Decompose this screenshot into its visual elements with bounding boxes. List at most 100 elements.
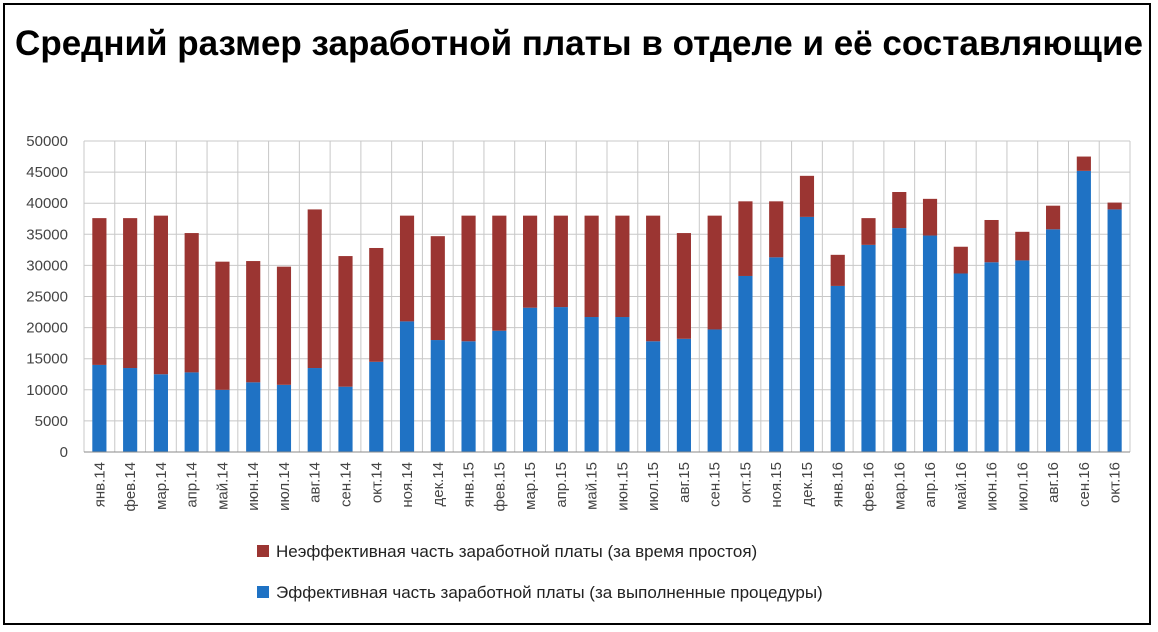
x-tick-label: сен.15 xyxy=(707,462,724,507)
bar-ineffective-окт.15 xyxy=(738,201,753,276)
bar-ineffective-янв.14 xyxy=(92,218,107,365)
bar-effective-янв.14 xyxy=(92,364,107,452)
bar-ineffective-мар.16 xyxy=(892,192,907,229)
x-tick-label: апр.15 xyxy=(553,462,570,508)
bar-ineffective-ноя.14 xyxy=(399,215,415,322)
bar-effective-мар.14 xyxy=(153,374,168,452)
y-tick-label: 40000 xyxy=(26,195,68,212)
x-tick-label: фев.14 xyxy=(122,462,139,512)
bar-ineffective-сен.15 xyxy=(707,215,722,330)
x-tick-label: май.16 xyxy=(953,462,970,510)
legend-swatch xyxy=(257,586,269,598)
bar-ineffective-май.14 xyxy=(215,261,230,390)
x-tick-label: янв.14 xyxy=(91,462,108,507)
bar-effective-окт.14 xyxy=(369,361,384,452)
y-tick-label: 20000 xyxy=(26,320,68,337)
bar-ineffective-июл.15 xyxy=(646,215,661,342)
x-tick-label: апр.16 xyxy=(922,462,939,508)
y-tick-label: 45000 xyxy=(26,164,68,181)
bar-effective-ноя.14 xyxy=(399,321,415,452)
bar-ineffective-сен.14 xyxy=(338,256,353,387)
x-tick-label: июл.14 xyxy=(276,462,293,511)
y-tick-label: 5000 xyxy=(35,413,68,430)
y-axis: 0 5000 10000 15000 20000 25000 30000 35000 40000… xyxy=(26,133,68,461)
bar-ineffective-янв.16 xyxy=(830,254,845,286)
y-tick-label: 35000 xyxy=(26,226,68,243)
legend-label: Эффективная часть заработной платы (за в… xyxy=(276,583,823,602)
x-tick-label: авг.16 xyxy=(1045,462,1062,503)
bar-effective-ноя.15 xyxy=(769,257,784,452)
y-tick-label: 0 xyxy=(60,444,68,461)
bar-ineffective-июн.16 xyxy=(984,219,999,263)
bar-ineffective-апр.16 xyxy=(922,198,938,236)
x-tick-label: ноя.14 xyxy=(399,462,416,508)
bar-ineffective-май.15 xyxy=(584,215,599,318)
bar-effective-мар.15 xyxy=(523,307,538,452)
x-tick-label: авг.15 xyxy=(676,462,693,503)
x-tick-label: окт.14 xyxy=(368,462,385,503)
y-tick-label: 30000 xyxy=(26,257,68,274)
x-tick-label: июн.16 xyxy=(984,462,1001,511)
bar-effective-мар.16 xyxy=(892,228,907,452)
bar-effective-авг.16 xyxy=(1046,229,1061,452)
bar-ineffective-июн.14 xyxy=(246,261,261,383)
bar-ineffective-мар.15 xyxy=(523,215,538,308)
y-tick-label: 10000 xyxy=(26,382,68,399)
x-tick-label: июн.14 xyxy=(245,462,262,511)
bar-ineffective-апр.15 xyxy=(553,215,568,308)
bar-effective-сен.15 xyxy=(707,329,722,452)
x-tick-label: сен.16 xyxy=(1076,462,1093,507)
bar-effective-апр.14 xyxy=(184,372,199,452)
x-tick-label: июл.15 xyxy=(645,462,662,511)
x-tick-label: июн.15 xyxy=(614,462,631,511)
x-tick-label: апр.14 xyxy=(184,462,201,508)
bar-ineffective-фев.15 xyxy=(492,215,507,331)
x-tick-label: мар.14 xyxy=(153,462,170,510)
bar-ineffective-май.16 xyxy=(953,246,968,274)
x-tick-label: дек.14 xyxy=(430,462,447,507)
bar-effective-авг.14 xyxy=(307,368,322,452)
bar-ineffective-окт.16 xyxy=(1107,202,1122,210)
x-tick-label: мар.16 xyxy=(891,462,908,510)
chart-bars xyxy=(92,156,1122,452)
bar-ineffective-мар.14 xyxy=(153,215,168,375)
bar-ineffective-апр.14 xyxy=(184,233,199,373)
x-tick-label: ноя.15 xyxy=(768,462,785,508)
bar-effective-май.14 xyxy=(215,389,230,452)
x-tick-label: июл.16 xyxy=(1014,462,1031,511)
bar-ineffective-сен.16 xyxy=(1076,156,1091,171)
chart-grid xyxy=(83,140,1131,453)
bar-ineffective-фев.16 xyxy=(861,218,876,245)
x-tick-label: фев.15 xyxy=(491,462,508,512)
bar-effective-июл.14 xyxy=(276,384,292,452)
bar-ineffective-янв.15 xyxy=(461,215,476,342)
bar-effective-сен.14 xyxy=(338,386,353,452)
bar-ineffective-авг.14 xyxy=(307,209,322,369)
x-tick-label: дек.15 xyxy=(799,462,816,507)
bar-ineffective-ноя.15 xyxy=(769,201,784,258)
bar-ineffective-авг.15 xyxy=(676,233,691,339)
x-axis: янв.14 фев.14 мар.14 апр.14 май.14 июн.14 июл.… xyxy=(84,451,1130,512)
bar-effective-май.15 xyxy=(584,317,599,452)
bar-effective-июл.15 xyxy=(646,341,661,452)
bar-effective-апр.15 xyxy=(553,307,568,452)
bar-effective-дек.15 xyxy=(799,216,815,452)
y-tick-label: 25000 xyxy=(26,289,68,306)
bar-ineffective-дек.14 xyxy=(430,236,445,341)
chart-legend: Неэффективная часть заработной платы (за… xyxy=(257,542,823,602)
bar-effective-май.16 xyxy=(953,273,968,452)
x-tick-label: янв.16 xyxy=(830,462,847,507)
x-tick-label: фев.16 xyxy=(861,462,878,512)
bar-effective-фев.16 xyxy=(861,244,876,452)
legend-swatch xyxy=(257,545,269,557)
bar-effective-окт.16 xyxy=(1107,209,1122,452)
bar-effective-июн.16 xyxy=(984,262,999,452)
y-tick-label: 50000 xyxy=(26,133,68,150)
bar-effective-окт.15 xyxy=(738,275,753,452)
bar-effective-апр.16 xyxy=(922,235,938,452)
chart-title: Средний размер заработной платы в отделе… xyxy=(15,24,1143,63)
bar-ineffective-июл.14 xyxy=(276,266,292,385)
bar-ineffective-дек.15 xyxy=(799,175,815,217)
bar-ineffective-июн.15 xyxy=(615,215,630,318)
